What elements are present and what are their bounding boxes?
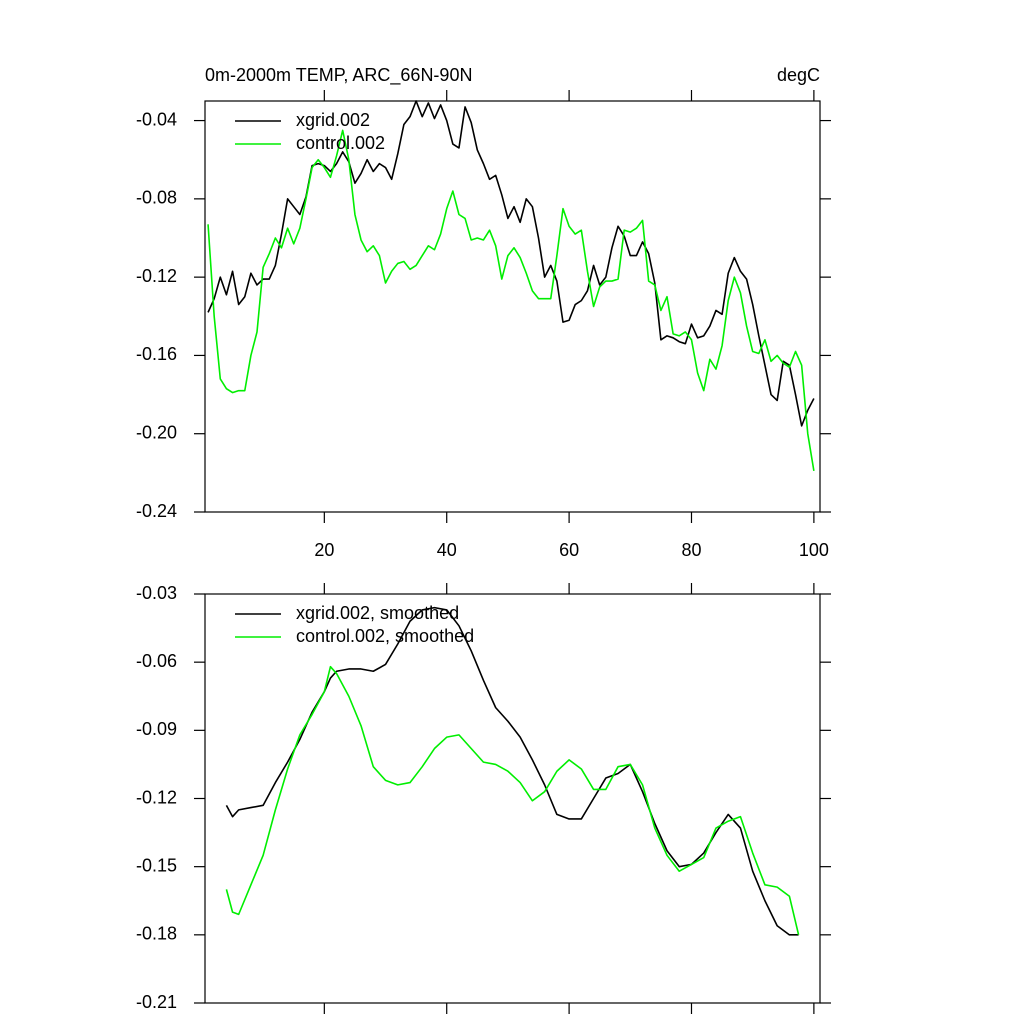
legend-label: control.002	[296, 133, 385, 153]
x-tick-label: 60	[559, 540, 579, 560]
y-tick-label: -0.12	[136, 266, 177, 286]
legend-label: xgrid.002	[296, 110, 370, 130]
y-tick-label: -0.03	[136, 583, 177, 603]
y-tick-label: -0.06	[136, 651, 177, 671]
data-line	[225, 665, 800, 936]
x-tick-label: 40	[437, 540, 457, 560]
data-line	[225, 606, 799, 936]
y-tick-label: -0.20	[136, 422, 177, 442]
x-tick-label: 100	[799, 540, 829, 560]
y-tick-label: -0.16	[136, 344, 177, 364]
plot-frame	[204, 100, 821, 513]
y-tick-label: -0.18	[136, 924, 177, 944]
y-tick-label: -0.09	[136, 719, 177, 739]
y-tick-label: -0.21	[136, 992, 177, 1012]
plot-frame	[204, 593, 821, 1004]
legend-label: control.002, smoothed	[296, 626, 474, 646]
y-tick-label: -0.04	[136, 109, 177, 129]
y-tick-label: -0.15	[136, 855, 177, 875]
y-tick-label: -0.24	[136, 501, 177, 521]
x-tick-label: 80	[681, 540, 701, 560]
legend-label: xgrid.002, smoothed	[296, 603, 459, 623]
chart-title: 0m-2000m TEMP, ARC_66N-90N	[205, 65, 472, 86]
y-tick-label: -0.08	[136, 188, 177, 208]
units-label: degC	[777, 65, 820, 85]
y-tick-label: -0.12	[136, 787, 177, 807]
x-tick-label: 20	[314, 540, 334, 560]
data-line	[207, 129, 815, 472]
